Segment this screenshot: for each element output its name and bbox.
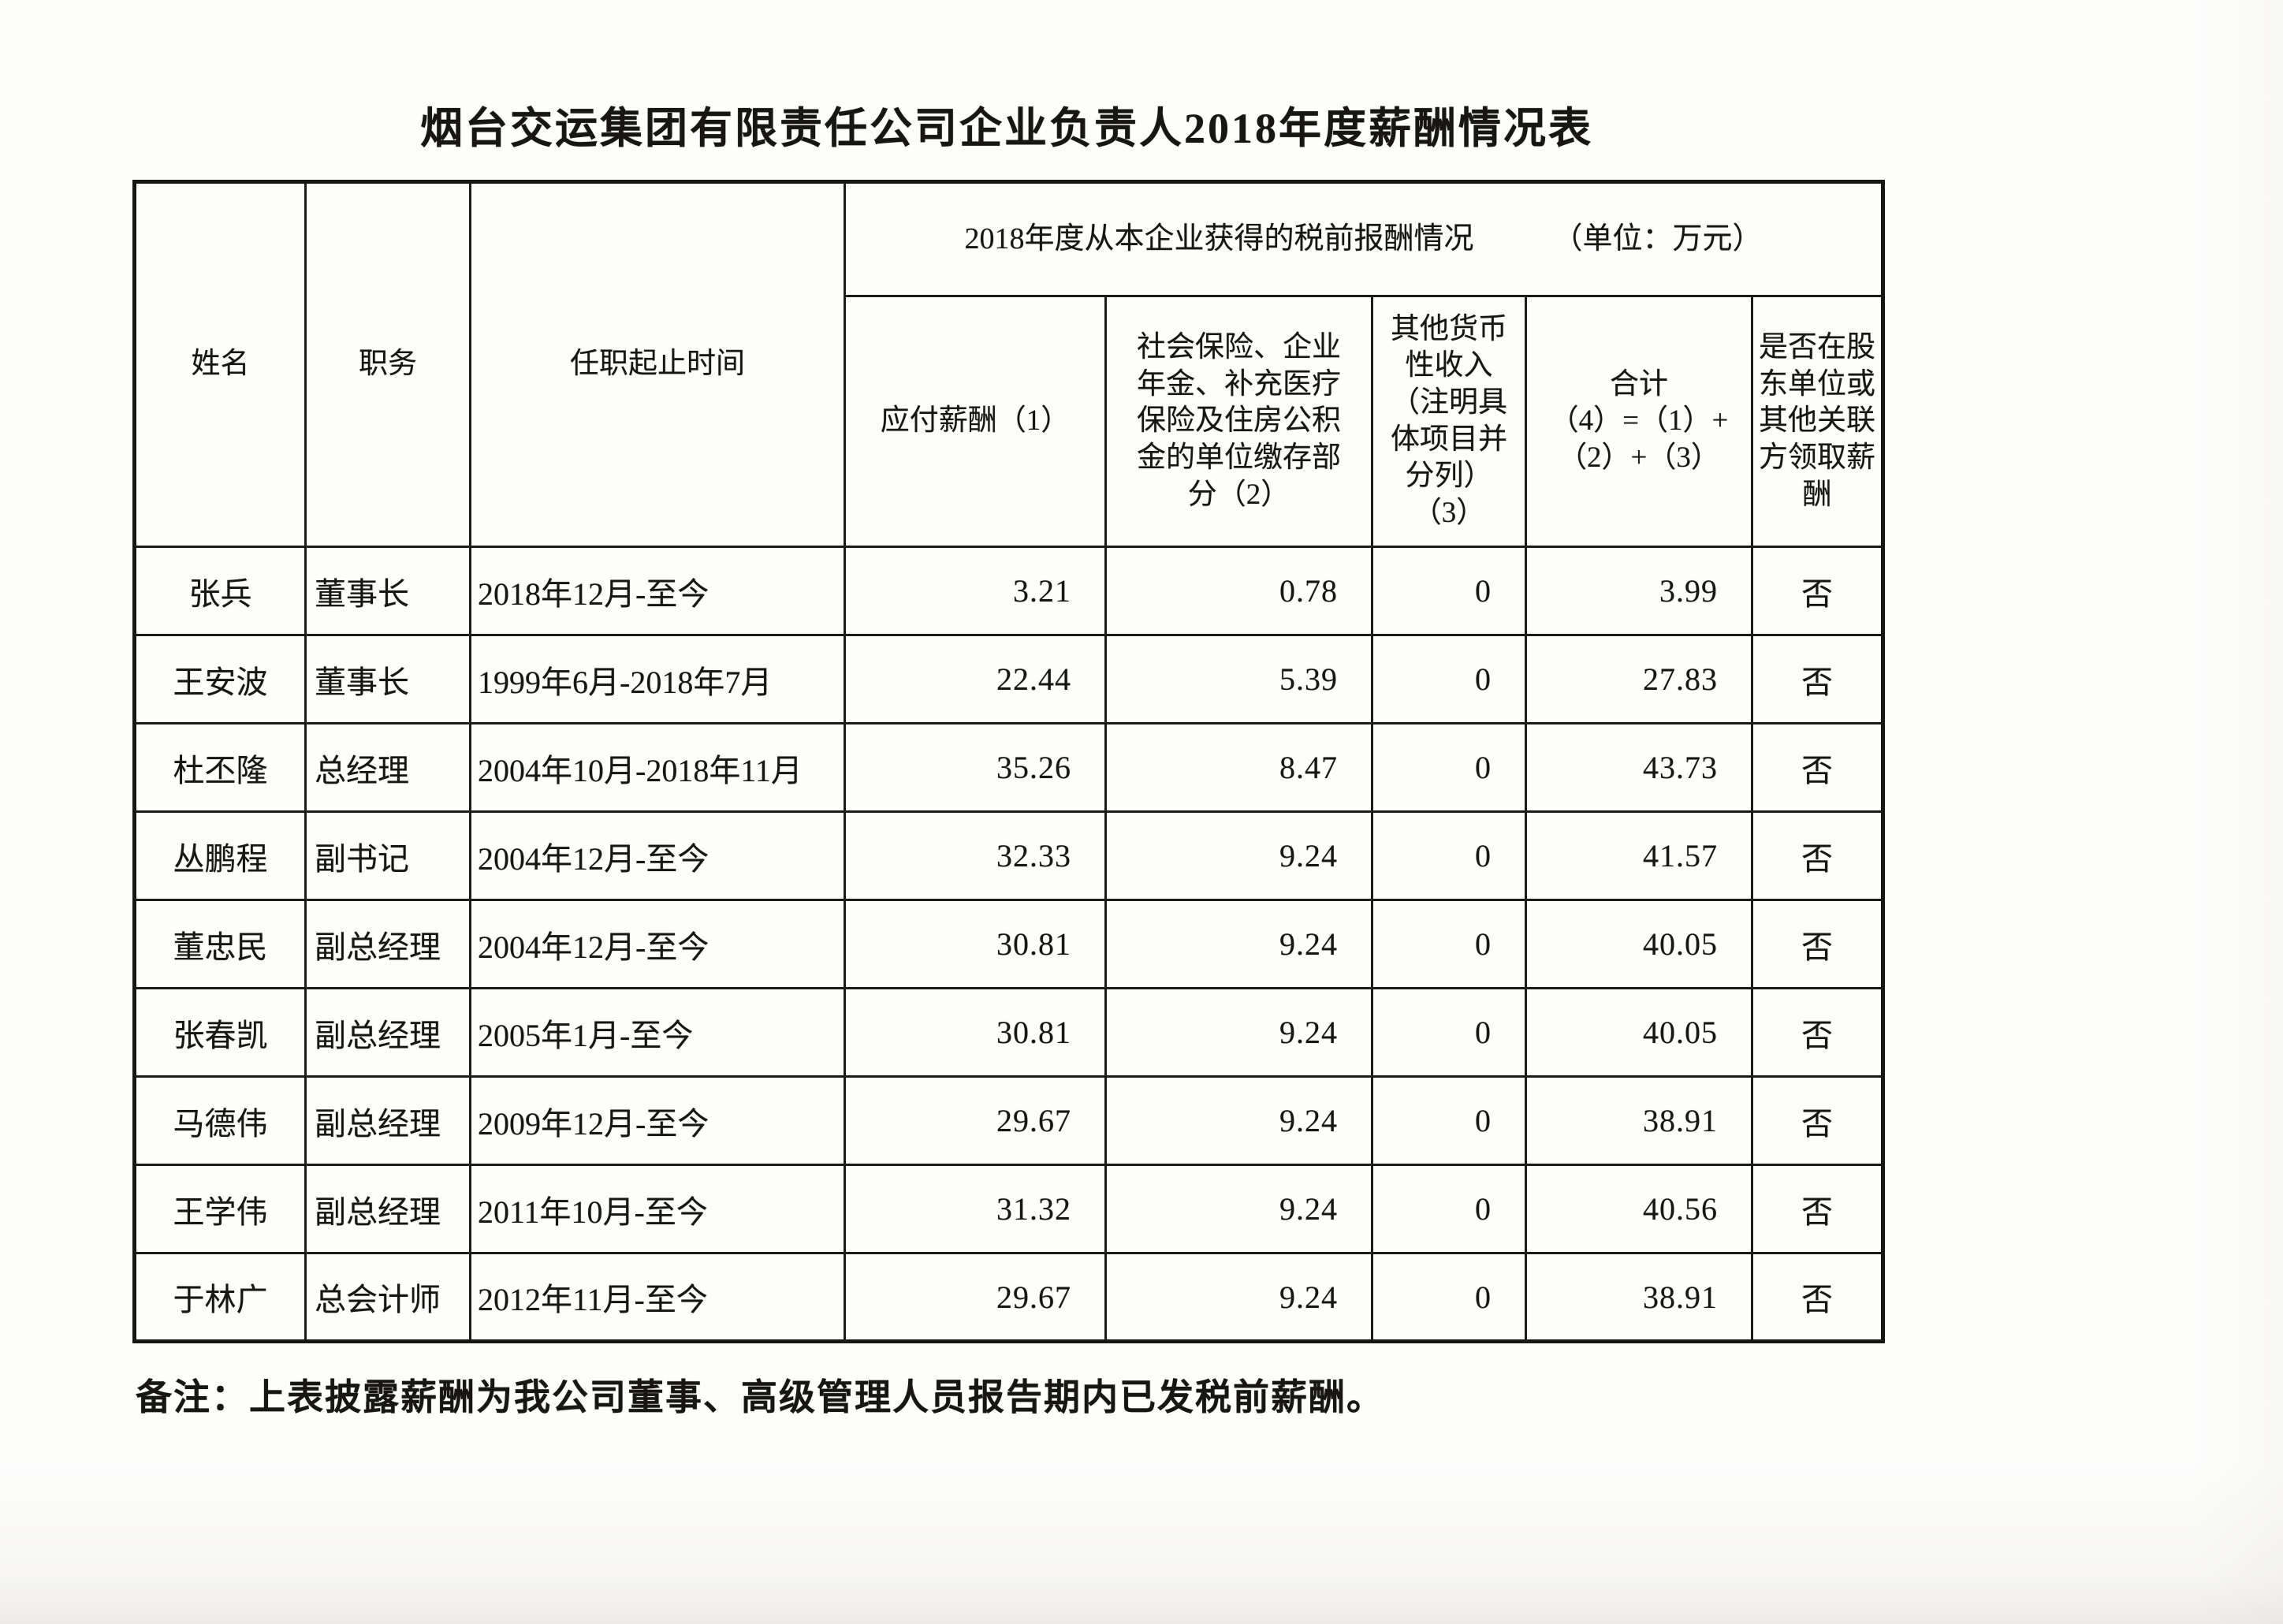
- cell-other-income: 0: [1371, 1075, 1527, 1167]
- cell-total: 27.83: [1525, 634, 1753, 725]
- footnote: 备注：上表披露薪酬为我公司董事、高级管理人员报告期内已发税前薪酬。: [136, 1377, 1384, 1417]
- cell-total: 3.99: [1525, 546, 1753, 637]
- cell-total: 41.57: [1525, 810, 1753, 902]
- table-row: 董忠民 副总经理 2004年12月-至今 30.81 9.24 0 40.05 …: [133, 899, 1885, 990]
- header-row-group: 姓名 职务 任职起止时间 2018年度从本企业获得的税前报酬情况 （单位：万元）: [133, 180, 1885, 549]
- cell-related-party: 否: [1750, 899, 1885, 990]
- cell-insurance: 9.24: [1104, 1252, 1373, 1343]
- cell-name: 王学伟: [133, 1164, 307, 1255]
- cell-tenure: 2004年12月-至今: [469, 899, 846, 990]
- cell-name: 张春凯: [133, 987, 307, 1078]
- cell-insurance: 8.47: [1104, 722, 1373, 814]
- header-insurance: 社会保险、企业 年金、补充医疗 保险及住房公积 金的单位缴存部 分（2）: [1104, 295, 1373, 549]
- cell-related-party: 否: [1750, 1075, 1885, 1167]
- cell-other-income: 0: [1371, 1164, 1527, 1255]
- cell-other-income: 0: [1371, 987, 1527, 1078]
- cell-payable: 30.81: [844, 899, 1107, 990]
- table-row: 张春凯 副总经理 2005年1月-至今 30.81 9.24 0 40.05 否: [133, 987, 1885, 1078]
- table-row: 马德伟 副总经理 2009年12月-至今 29.67 9.24 0 38.91 …: [133, 1075, 1885, 1167]
- cell-related-party: 否: [1750, 722, 1885, 814]
- cell-payable: 29.67: [844, 1252, 1107, 1343]
- cell-position: 副总经理: [304, 899, 471, 990]
- header-other-income: 其他货币 性收入 （注明具 体项目并 分列） （3）: [1371, 295, 1527, 549]
- cell-payable: 32.33: [844, 810, 1107, 902]
- cell-total: 40.56: [1525, 1164, 1753, 1255]
- cell-name: 董忠民: [133, 899, 307, 990]
- cell-name: 马德伟: [133, 1075, 307, 1167]
- cell-total: 40.05: [1525, 899, 1753, 990]
- cell-tenure: 2012年11月-至今: [469, 1252, 846, 1343]
- cell-insurance: 9.24: [1104, 987, 1373, 1078]
- cell-position: 副书记: [304, 810, 471, 902]
- cell-position: 总会计师: [304, 1252, 471, 1343]
- cell-insurance: 9.24: [1104, 899, 1373, 990]
- cell-insurance: 5.39: [1104, 634, 1373, 725]
- cell-tenure: 2018年12月-至今: [469, 546, 846, 637]
- header-payable: 应付薪酬（1）: [844, 295, 1107, 549]
- header-position: 职务: [304, 180, 471, 549]
- table-row: 于林广 总会计师 2012年11月-至今 29.67 9.24 0 38.91 …: [133, 1252, 1885, 1343]
- cell-payable: 22.44: [844, 634, 1107, 725]
- header-pretax-group: 2018年度从本企业获得的税前报酬情况 （单位：万元）: [843, 180, 1885, 298]
- cell-related-party: 否: [1750, 1164, 1885, 1255]
- cell-related-party: 否: [1750, 1252, 1885, 1343]
- cell-payable: 3.21: [844, 546, 1107, 637]
- salary-table: 姓名 职务 任职起止时间 2018年度从本企业获得的税前报酬情况 （单位：万元）…: [132, 180, 1886, 1344]
- header-unit-label: （单位：万元）: [1552, 222, 1763, 255]
- cell-total: 38.91: [1525, 1075, 1753, 1167]
- cell-related-party: 否: [1750, 546, 1885, 637]
- cell-other-income: 0: [1371, 634, 1527, 725]
- header-tenure: 任职起止时间: [469, 180, 846, 549]
- cell-tenure: 2004年12月-至今: [469, 810, 846, 902]
- header-total: 合计 （4）=（1）+ （2）+（3）: [1525, 295, 1753, 549]
- cell-position: 董事长: [304, 546, 471, 637]
- cell-related-party: 否: [1750, 810, 1885, 902]
- cell-tenure: 2004年10月-2018年11月: [469, 722, 846, 814]
- cell-tenure: 1999年6月-2018年7月: [469, 634, 846, 725]
- cell-insurance: 9.24: [1104, 1075, 1373, 1167]
- header-row-sub: 应付薪酬（1） 社会保险、企业 年金、补充医疗 保险及住房公积 金的单位缴存部 …: [135, 295, 1885, 549]
- page-title: 烟台交运集团有限责任公司企业负责人2018年度薪酬情况表: [420, 105, 1593, 152]
- header-related-party: 是否在股 东单位或 其他关联 方领取薪 酬: [1750, 295, 1885, 549]
- table-row: 王安波 董事长 1999年6月-2018年7月 22.44 5.39 0 27.…: [133, 634, 1885, 725]
- cell-payable: 35.26: [844, 722, 1107, 814]
- cell-total: 38.91: [1525, 1252, 1753, 1343]
- table-row: 王学伟 副总经理 2011年10月-至今 31.32 9.24 0 40.56 …: [133, 1164, 1885, 1255]
- table-row: 张兵 董事长 2018年12月-至今 3.21 0.78 0 3.99 否: [133, 546, 1885, 637]
- cell-other-income: 0: [1371, 899, 1527, 990]
- cell-other-income: 0: [1371, 722, 1527, 814]
- cell-name: 王安波: [133, 634, 307, 725]
- cell-insurance: 0.78: [1104, 546, 1373, 637]
- cell-related-party: 否: [1750, 987, 1885, 1078]
- cell-position: 总经理: [304, 722, 471, 814]
- cell-insurance: 9.24: [1104, 1164, 1373, 1255]
- table-row: 杜丕隆 总经理 2004年10月-2018年11月 35.26 8.47 0 4…: [133, 722, 1885, 814]
- cell-payable: 31.32: [844, 1164, 1107, 1255]
- cell-other-income: 0: [1371, 546, 1527, 637]
- cell-name: 丛鹏程: [133, 810, 307, 902]
- cell-name: 张兵: [133, 546, 307, 637]
- cell-related-party: 否: [1750, 634, 1885, 725]
- cell-total: 43.73: [1525, 722, 1753, 814]
- cell-tenure: 2009年12月-至今: [469, 1075, 846, 1167]
- header-name: 姓名: [133, 180, 307, 549]
- header-report-scope: 2018年度从本企业获得的税前报酬情况: [964, 222, 1474, 255]
- cell-name: 杜丕隆: [133, 722, 307, 814]
- cell-position: 副总经理: [304, 1075, 471, 1167]
- cell-payable: 29.67: [844, 1075, 1107, 1167]
- cell-total: 40.05: [1525, 987, 1753, 1078]
- cell-other-income: 0: [1371, 810, 1527, 902]
- cell-other-income: 0: [1371, 1252, 1527, 1343]
- cell-tenure: 2005年1月-至今: [469, 987, 846, 1078]
- cell-payable: 30.81: [844, 987, 1107, 1078]
- cell-name: 于林广: [133, 1252, 307, 1343]
- cell-insurance: 9.24: [1104, 810, 1373, 902]
- cell-position: 副总经理: [304, 1164, 471, 1255]
- table-row: 丛鹏程 副书记 2004年12月-至今 32.33 9.24 0 41.57 否: [133, 810, 1885, 902]
- cell-tenure: 2011年10月-至今: [469, 1164, 846, 1255]
- cell-position: 副总经理: [304, 987, 471, 1078]
- cell-position: 董事长: [304, 634, 471, 725]
